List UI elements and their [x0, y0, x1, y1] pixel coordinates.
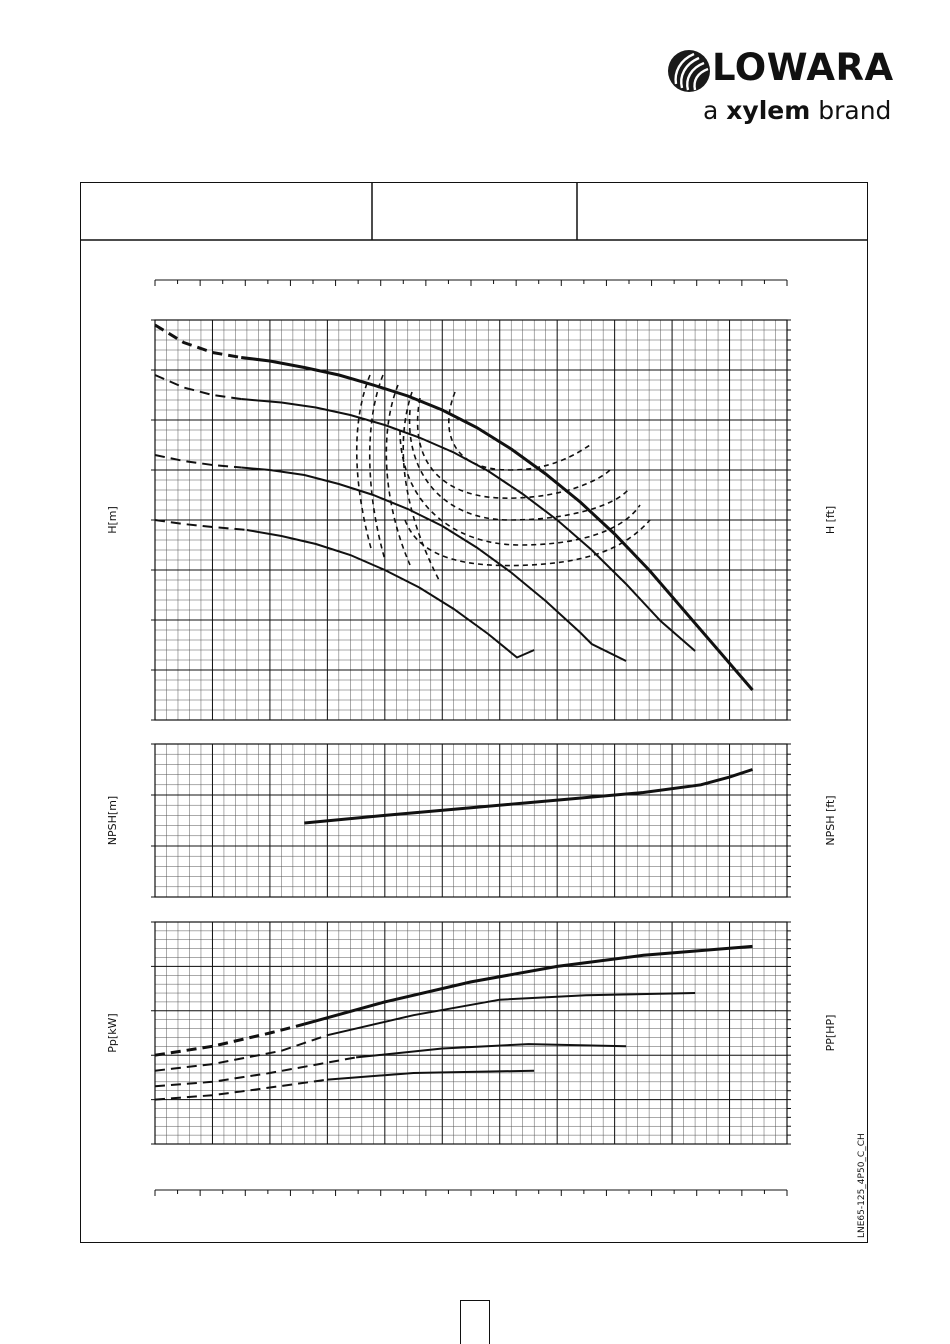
power-chart-series-3	[327, 1069, 535, 1081]
brand-tagline: a xylem brand	[703, 96, 891, 125]
brand-name: LOWARA	[712, 46, 894, 89]
power-chart-series-1-dashed	[154, 1034, 328, 1072]
efficiency-arc-0	[448, 391, 591, 471]
efficiency-curve-0	[355, 374, 373, 553]
power-chart-series-2	[355, 1043, 627, 1059]
efficiency-arc-4	[404, 519, 651, 567]
efficiency-curve-2	[385, 384, 411, 566]
npsh-chart-ylabel-left: NPSH[m]	[106, 796, 119, 845]
npsh-chart-ylabel-right: NPSH [ft]	[824, 795, 837, 845]
tagline-prefix: a	[703, 96, 719, 125]
head-chart-series-1-dashed	[154, 374, 242, 400]
power-chart-series-1	[327, 992, 696, 1037]
power-chart-series-3-dashed	[154, 1078, 328, 1101]
top-flow-scale	[154, 279, 788, 286]
tagline-xylem: xylem	[726, 96, 811, 125]
power-chart-series-2-dashed	[154, 1056, 357, 1088]
bottom-flow-scale	[154, 1189, 788, 1196]
efficiency-curve-3	[402, 391, 441, 583]
tagline-suffix: brand	[818, 96, 892, 125]
head-chart: H[m] H [ft]	[106, 319, 837, 721]
lowara-logo: LOWARA a xylem brand	[660, 44, 893, 134]
power-chart-series-0-dashed	[154, 1022, 305, 1057]
head-chart-series-1	[241, 398, 696, 652]
npsh-chart: NPSH[m] NPSH [ft]	[106, 743, 837, 898]
head-chart-series-0-dashed	[154, 323, 242, 359]
head-chart-ylabel-right: H [ft]	[824, 506, 837, 534]
charts-layer: H[m] H [ft] NPSH[m] NPSH [ft] Pp[kW] PP[HP]	[106, 279, 837, 1196]
lowara-swirl-icon	[668, 50, 710, 92]
power-chart-ylabel-left: Pp[kW]	[106, 1013, 119, 1052]
power-chart: Pp[kW] PP[HP]	[106, 921, 837, 1145]
chart-frame	[80, 182, 868, 1243]
efficiency-arc-3	[399, 429, 641, 546]
efficiency-curve-1	[368, 374, 386, 561]
chart-code: LNE65-125_4P50_C_CH	[857, 1133, 867, 1238]
power-chart-ylabel-right: PP[HP]	[824, 1015, 837, 1052]
npsh-chart-series-0	[304, 768, 753, 825]
efficiency-isocurves	[355, 374, 651, 583]
head-chart-series-0	[241, 356, 754, 691]
head-chart-series-2	[241, 466, 627, 662]
page-number-box	[460, 1300, 490, 1344]
efficiency-arc-2	[408, 409, 629, 521]
efficiency-arc-1	[416, 397, 611, 499]
power-chart-series-0	[304, 944, 753, 1026]
head-chart-series-2-dashed	[154, 454, 242, 469]
head-chart-series-3	[246, 529, 535, 659]
header-table	[80, 182, 868, 241]
head-chart-ylabel-left: H[m]	[106, 506, 119, 534]
